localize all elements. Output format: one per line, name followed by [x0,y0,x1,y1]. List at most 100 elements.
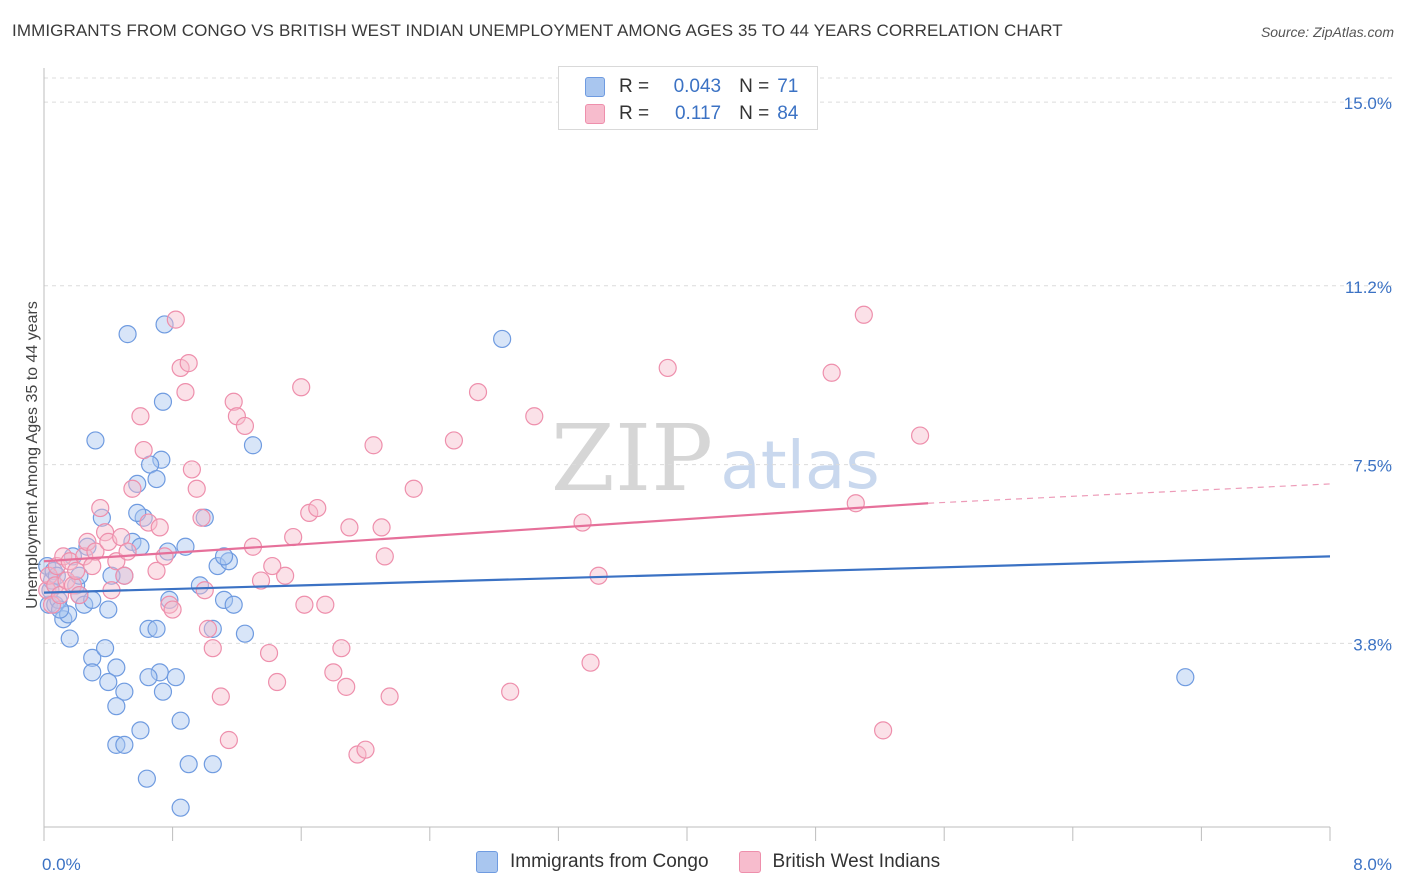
y-tick-label: 15.0% [1344,94,1392,113]
bwi-point [589,566,608,585]
bwi-point [139,513,158,532]
chart-source: Source: ZipAtlas.com [1260,24,1394,40]
bwi-point [340,518,359,537]
bwi-point [224,392,243,411]
congo-point [99,672,118,692]
bwi-point [501,682,520,701]
congo-point [83,663,102,682]
bwi-point [203,639,222,658]
congo-point [203,755,222,774]
congo-point [493,329,512,349]
congo-trendline [43,555,1331,594]
bwi-point [337,677,356,696]
bwi-point [276,566,295,585]
bwi-point [910,426,930,445]
legend-item-congo[interactable]: Immigrants from Congo [476,851,709,873]
congo-point [139,668,158,687]
r-label: R = [619,76,650,97]
bwi-point [134,440,153,460]
bwi-point [284,527,303,547]
bwi-point [375,547,394,566]
bwi-point [182,460,201,479]
n-label: N = [739,76,770,97]
blue-swatch [476,851,498,873]
congo-point [95,639,115,658]
n-label: N = [739,103,770,124]
bwi-point [70,585,89,605]
legend-row-bwi: R = 0.117 N = 84 [585,100,798,128]
bwi-point [46,576,65,595]
bwi-point [404,479,423,498]
x-tick-label: 0.0% [42,855,81,874]
bwi-point [263,556,282,576]
bwi-point [115,566,134,585]
congo-point [166,668,185,687]
bwi-point [195,581,214,600]
congo-point [83,648,102,667]
legend-item-bwi[interactable]: British West Indians [738,851,940,873]
bwi-point [468,382,488,402]
bwi-trendline [43,502,929,563]
congo-point [115,682,134,701]
bwi-point [118,542,137,561]
bwi-point [60,552,79,571]
bwi-point [179,354,198,373]
n-value: 84 [777,103,799,124]
bwi-point [308,498,327,518]
bwi-point [581,653,600,672]
watermark-zip: ZIP [551,405,713,512]
congo-point [179,755,198,774]
bwi-point [131,407,150,426]
y-axis-title: Unemployment Among Ages 35 to 44 years [24,301,41,609]
congo-point [115,735,134,754]
congo-point [118,325,137,344]
congo-point [208,556,227,576]
chart-title: IMMIGRANTS FROM CONGO VS BRITISH WEST IN… [12,21,1063,40]
bwi-point [573,513,592,532]
bwi-point [525,407,544,426]
blue-swatch [585,77,605,97]
r-value: 0.117 [674,103,722,124]
bwi-trendline-extension [928,483,1331,504]
bwi-point [198,619,218,638]
pink-swatch [585,104,605,124]
bwi-point [295,595,314,614]
congo-point [102,566,121,585]
legend-label: Immigrants from Congo [510,851,709,872]
congo-point [147,619,166,638]
congo-point [99,600,118,619]
congo-point [153,392,173,411]
bwi-point [150,518,169,537]
bwi-point [155,547,174,566]
congo-point [160,590,179,609]
congo-point [107,658,126,677]
bwi-point [259,643,279,663]
congo-point [1176,668,1195,687]
bwi-point [332,639,351,658]
congo-point [235,624,255,643]
legend-row-congo: R = 0.043 N = 71 [585,73,798,101]
bwi-point [219,730,238,750]
series-legend: Immigrants from Congo British West India… [476,851,970,873]
congo-point [147,469,166,489]
r-value: 0.043 [673,76,722,97]
bwi-point [267,672,287,692]
bwi-point [163,600,182,619]
bwi-point [123,479,142,498]
bwi-point [822,363,841,382]
bwi-point [192,508,211,527]
congo-point [86,431,105,450]
n-value: 71 [777,76,799,97]
pink-swatch [738,851,761,873]
congo-point [243,436,263,455]
congo-point [214,547,234,566]
bwi-point [316,595,335,614]
y-tick-label: 3.8% [1353,635,1392,654]
congo-point [171,711,190,730]
bwi-point [658,358,677,378]
x-tick-label: 8.0% [1353,855,1392,874]
bwi-point [292,378,311,397]
bwi-point [187,479,206,498]
bwi-point [324,663,343,682]
